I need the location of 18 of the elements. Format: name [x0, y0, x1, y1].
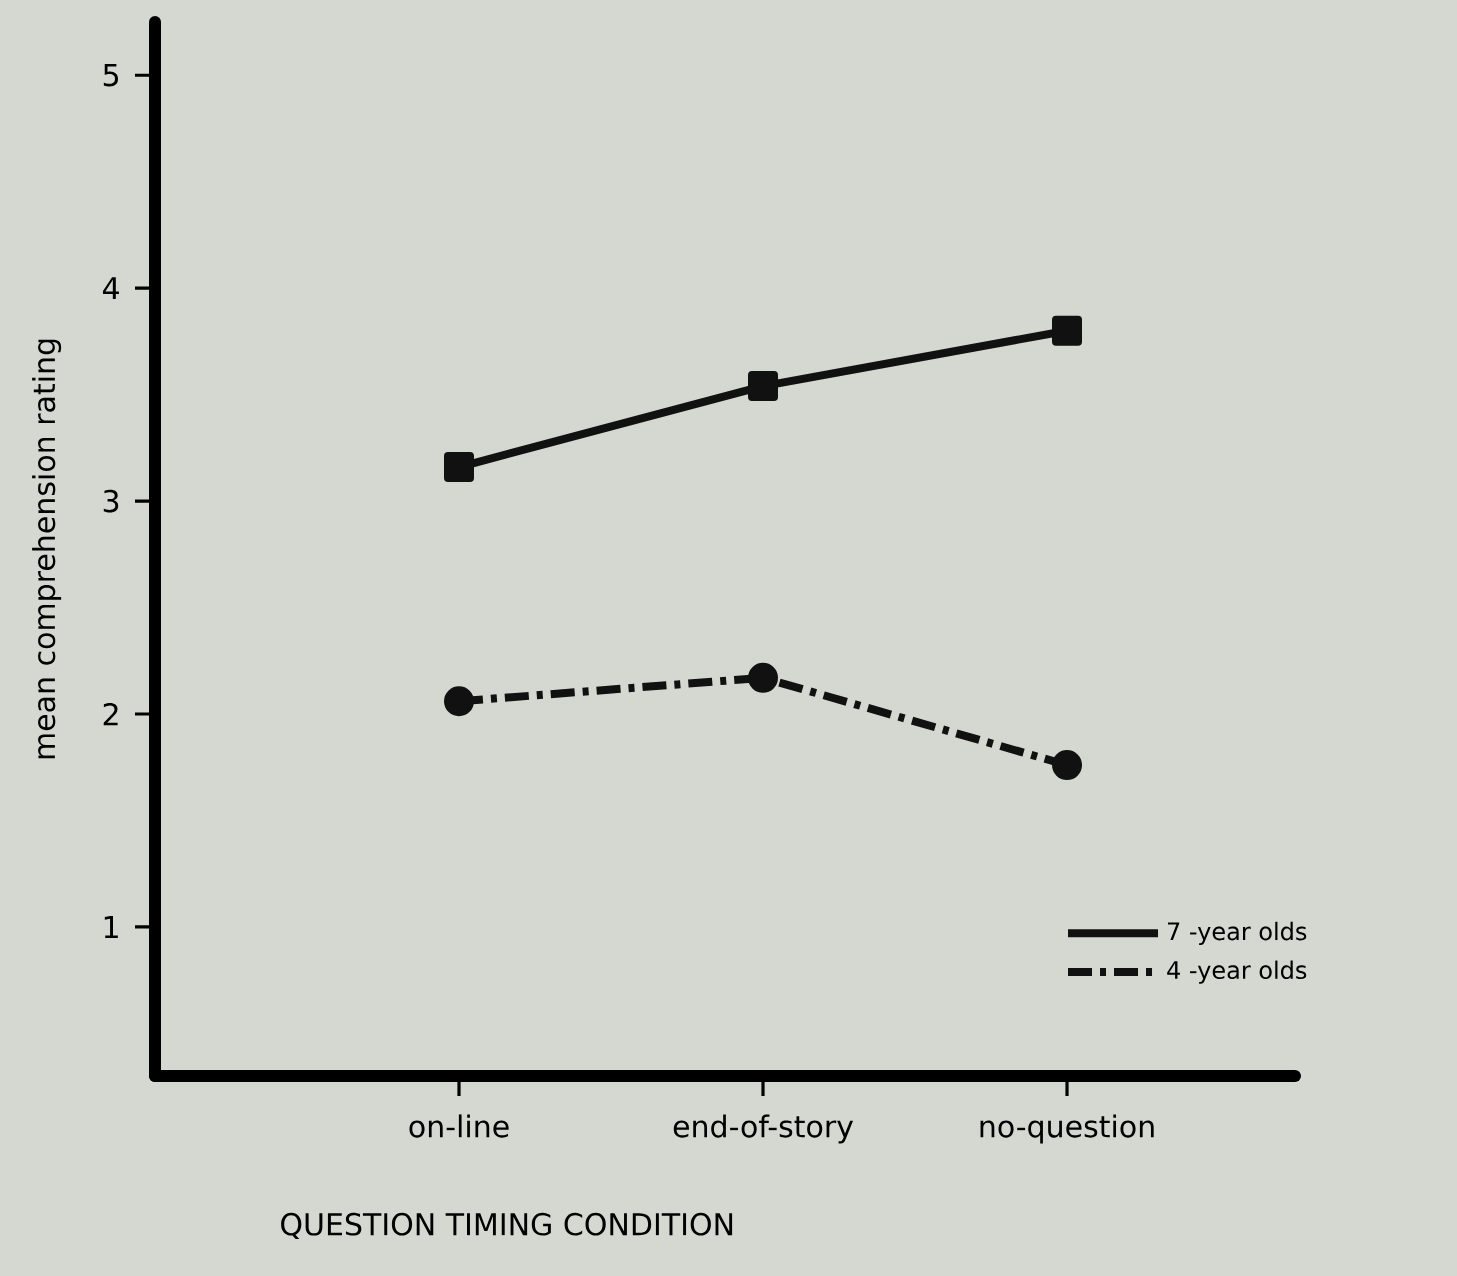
x-tick-label: on-line [409, 1114, 509, 1138]
y-tick-label: 1 [104, 916, 118, 938]
point [444, 686, 475, 717]
y-axis-title: mean comprehension rating [32, 339, 62, 759]
legend-label: 7 -year olds [1167, 921, 1307, 946]
x-axis-title: QUESTION TIMING CONDITION [281, 1212, 733, 1239]
x-tick-label: no-question [980, 1114, 1154, 1144]
y-tick-label: 5 [103, 64, 118, 87]
point [748, 662, 779, 693]
point [1052, 315, 1083, 346]
x-tick-label: end-of-story [673, 1114, 854, 1144]
y-tick-label: 2 [103, 702, 118, 726]
legend-label: 4 -year olds [1167, 960, 1307, 984]
point [748, 371, 779, 402]
y-tick-label: 4 [102, 277, 119, 300]
point [444, 452, 475, 483]
y-tick-label: 3 [103, 489, 119, 513]
point [1052, 750, 1083, 781]
